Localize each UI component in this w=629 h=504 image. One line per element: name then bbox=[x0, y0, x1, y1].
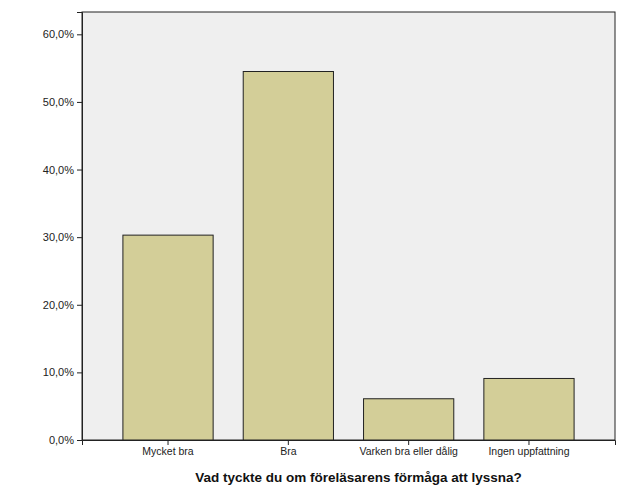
y-tick-label: 0,0% bbox=[49, 434, 74, 446]
y-tick-label: 20,0% bbox=[43, 299, 74, 311]
x-tick-label: Varken bra eller dålig bbox=[359, 445, 458, 457]
y-tick-mark bbox=[77, 305, 82, 306]
x-tick-label: Mycket bra bbox=[142, 445, 194, 457]
bars bbox=[123, 72, 574, 440]
y-tick-label: 40,0% bbox=[43, 164, 74, 176]
y-tick-mark bbox=[77, 440, 82, 441]
y-tick-mark bbox=[77, 170, 82, 171]
y-tick: 0,0% bbox=[49, 434, 82, 446]
y-tick-label: 60,0% bbox=[43, 28, 74, 40]
x-tick: Varken bra eller dålig bbox=[359, 440, 458, 457]
x-tick: Ingen uppfattning bbox=[488, 440, 569, 457]
y-tick-mark bbox=[77, 372, 82, 373]
y-tick: 50,0% bbox=[43, 96, 82, 108]
y-tick-label: 30,0% bbox=[43, 231, 74, 243]
x-tick-mark bbox=[528, 440, 529, 445]
y-tick-mark bbox=[77, 237, 82, 238]
y-axis-line bbox=[77, 13, 83, 441]
y-tick-label: 50,0% bbox=[43, 96, 74, 108]
x-tick-mark bbox=[288, 440, 289, 445]
plot-frame bbox=[82, 12, 615, 440]
y-tick: 60,0% bbox=[43, 28, 82, 40]
x-tick-label: Ingen uppfattning bbox=[488, 445, 569, 457]
y-tick-mark bbox=[77, 34, 82, 35]
y-tick: 40,0% bbox=[43, 164, 82, 176]
bar bbox=[243, 72, 333, 440]
y-axis: 0,0% 10,0% 20,0% 30,0% 40,0% 50,0% 60,0% bbox=[43, 13, 83, 447]
x-tick-mark bbox=[168, 440, 169, 445]
x-tick-mark bbox=[408, 440, 409, 445]
x-tick-label: Bra bbox=[280, 445, 297, 457]
chart: 0,0% 10,0% 20,0% 30,0% 40,0% 50,0% 60,0% Mycket… bbox=[0, 0, 629, 504]
x-axis-line bbox=[83, 441, 616, 446]
y-tick-label: 10,0% bbox=[43, 366, 74, 378]
y-tick: 30,0% bbox=[43, 231, 82, 243]
bar bbox=[484, 378, 574, 440]
bar bbox=[364, 399, 454, 440]
x-tick: Mycket bra bbox=[142, 440, 194, 457]
x-axis: Mycket bra Bra Varken bra eller dålig Ingen… bbox=[83, 440, 616, 457]
y-tick-mark bbox=[77, 102, 82, 103]
x-tick: Bra bbox=[280, 440, 297, 457]
y-tick: 20,0% bbox=[43, 299, 82, 311]
y-tick: 10,0% bbox=[43, 366, 82, 378]
bar bbox=[123, 235, 213, 440]
x-axis-title: Vad tyckte du om föreläsarens förmåga at… bbox=[195, 470, 521, 485]
